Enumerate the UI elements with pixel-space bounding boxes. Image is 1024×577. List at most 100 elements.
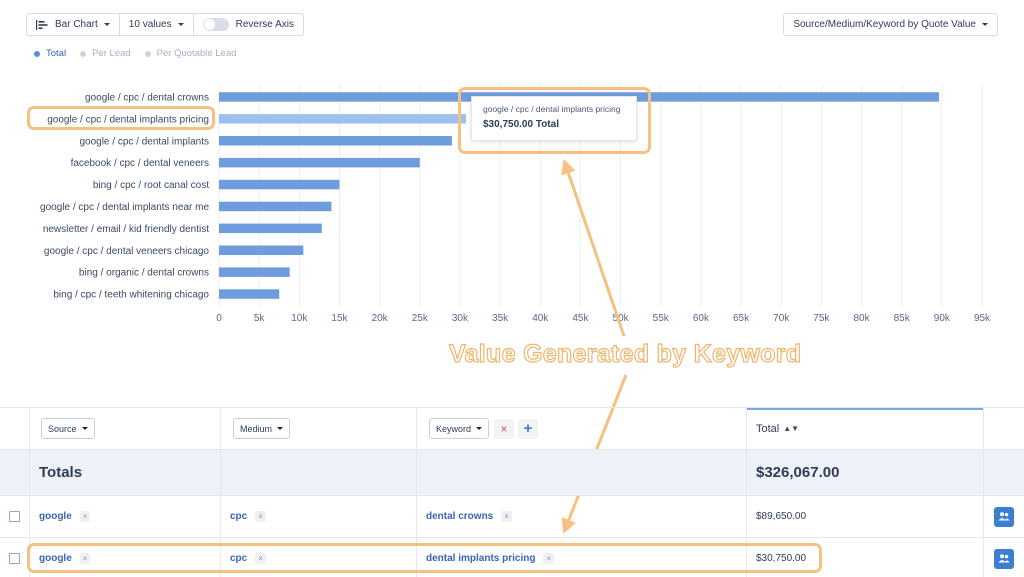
row-checkbox-cell	[0, 538, 30, 577]
highlight-callout-row	[27, 543, 822, 573]
chevron-down-icon	[81, 427, 88, 430]
bar[interactable]	[219, 223, 322, 234]
row-total-cell: $30,750.00	[747, 538, 984, 577]
category-label: bing / organic / dental crowns	[79, 268, 209, 279]
bar[interactable]	[219, 289, 280, 299]
bar[interactable]	[219, 157, 420, 168]
row-source-cell: google ×	[30, 496, 221, 537]
row-checkbox[interactable]	[9, 553, 20, 564]
category-label: bing / cpc / teeth whitening chicago	[53, 290, 209, 301]
source-link[interactable]: google	[39, 553, 72, 564]
total-column-indicator	[746, 407, 983, 410]
totals-medium-cell	[221, 450, 417, 495]
totals-value: $326,067.00	[756, 464, 840, 481]
values-count-dropdown[interactable]: 10 values	[120, 14, 194, 35]
medium-link[interactable]: cpc	[230, 511, 248, 522]
row-checkbox[interactable]	[9, 511, 20, 522]
row-action-cell	[984, 496, 1024, 537]
source-select-label: Source	[48, 423, 77, 434]
tooltip-title: google / cpc / dental implants pricing	[483, 104, 621, 114]
view-leads-button[interactable]	[994, 548, 1014, 569]
highlight-callout-tooltip	[458, 87, 651, 154]
header-keyword-cell: Keyword × +	[417, 408, 747, 449]
chevron-down-icon	[476, 427, 483, 430]
category-label: google / cpc / dental implants near me	[40, 202, 209, 213]
close-icon[interactable]: ×	[255, 511, 266, 522]
x-tick-label: 15k	[331, 313, 348, 324]
values-count-label: 10 values	[128, 19, 172, 30]
x-tick-label: 25k	[412, 313, 429, 324]
bar[interactable]	[219, 201, 332, 212]
close-icon[interactable]: ×	[501, 511, 512, 522]
bar[interactable]	[219, 179, 340, 190]
x-tick-label: 85k	[894, 313, 911, 324]
x-tick-label: 55k	[653, 313, 670, 324]
bar[interactable]	[219, 245, 304, 256]
highlight-callout-label	[27, 106, 215, 130]
sort-icon[interactable]: ▲▼	[783, 424, 800, 433]
toggle-switch[interactable]	[202, 18, 229, 31]
legend-label: Total	[46, 48, 67, 59]
legend-item-per-lead[interactable]: Per Lead	[80, 48, 131, 59]
remove-dimension-button[interactable]: ×	[494, 418, 515, 439]
row-checkbox-cell	[0, 496, 30, 537]
x-tick-label: 20k	[372, 313, 389, 324]
chart-type-dropdown[interactable]: Bar Chart	[27, 14, 120, 35]
x-tick-label: 60k	[693, 313, 710, 324]
legend-label: Per Quotable Lead	[156, 48, 237, 59]
x-tick-label: 80k	[853, 313, 870, 324]
row-medium-cell: cpc ×	[221, 496, 417, 537]
people-icon	[998, 554, 1010, 563]
legend-label: Per Lead	[92, 48, 131, 59]
category-label: facebook / cpc / dental veneers	[71, 158, 209, 169]
close-icon[interactable]: ×	[255, 553, 266, 564]
x-tick-label: 40k	[532, 313, 549, 324]
row-total-cell: $89,650.00	[747, 496, 984, 537]
x-tick-label: 65k	[733, 313, 750, 324]
keyword-dimension-select[interactable]: Keyword	[429, 418, 490, 439]
row-total-value: $30,750.00	[756, 553, 807, 564]
legend-dot-icon	[34, 50, 40, 57]
x-tick-label: 0	[216, 313, 222, 324]
annotation-text: Value Generated by Keyword	[448, 339, 802, 368]
row-total-value: $89,650.00	[756, 511, 807, 522]
chart-tooltip: google / cpc / dental implants pricing $…	[471, 96, 637, 141]
total-header-label: Total	[756, 422, 780, 435]
x-tick-label: 50k	[613, 313, 630, 324]
add-dimension-button[interactable]: +	[518, 418, 539, 439]
close-icon[interactable]: ×	[79, 553, 91, 564]
bar[interactable]	[219, 267, 290, 277]
chevron-down-icon	[177, 23, 184, 26]
totals-value-cell: $326,067.00	[747, 450, 984, 495]
keyword-link[interactable]: dental crowns	[426, 511, 494, 522]
reverse-axis-toggle[interactable]: Reverse Axis	[194, 14, 303, 35]
chevron-down-icon	[277, 427, 284, 430]
category-label: google / cpc / dental veneers chicago	[44, 246, 210, 257]
legend-item-total[interactable]: Total	[34, 48, 66, 59]
row-keyword-cell: dental implants pricing ×	[417, 538, 747, 577]
view-leads-button[interactable]	[994, 506, 1014, 527]
category-label: google / cpc / dental crowns	[85, 92, 209, 103]
legend-dot-icon	[80, 50, 87, 57]
bar[interactable]	[219, 136, 452, 146]
reverse-axis-label: Reverse Axis	[235, 19, 294, 30]
source-dimension-select[interactable]: Source	[41, 418, 95, 439]
report-type-dropdown[interactable]: Source/Medium/Keyword by Quote Value	[783, 13, 998, 36]
header-source-cell: Source	[30, 408, 221, 449]
keyword-link[interactable]: dental implants pricing	[426, 553, 536, 564]
chevron-down-icon	[982, 23, 988, 26]
header-total-cell[interactable]: Total ▲▼	[747, 408, 984, 449]
chart-type-label: Bar Chart	[55, 19, 98, 30]
tooltip-value: $30,750.00 Total	[483, 119, 559, 130]
medium-dimension-select[interactable]: Medium	[233, 418, 291, 439]
category-label: bing / cpc / root canal cost	[93, 180, 209, 191]
x-tick-label: 5k	[254, 313, 266, 324]
source-link[interactable]: google	[39, 511, 72, 522]
close-icon[interactable]: ×	[79, 511, 91, 522]
bar[interactable]	[219, 114, 466, 124]
close-icon[interactable]: ×	[543, 553, 555, 564]
medium-link[interactable]: cpc	[230, 553, 248, 564]
chart-toolbar: Bar Chart 10 values Reverse Axis	[26, 13, 304, 36]
x-tick-label: 75k	[813, 313, 830, 324]
legend-item-per-quotable-lead[interactable]: Per Quotable Lead	[144, 48, 237, 59]
